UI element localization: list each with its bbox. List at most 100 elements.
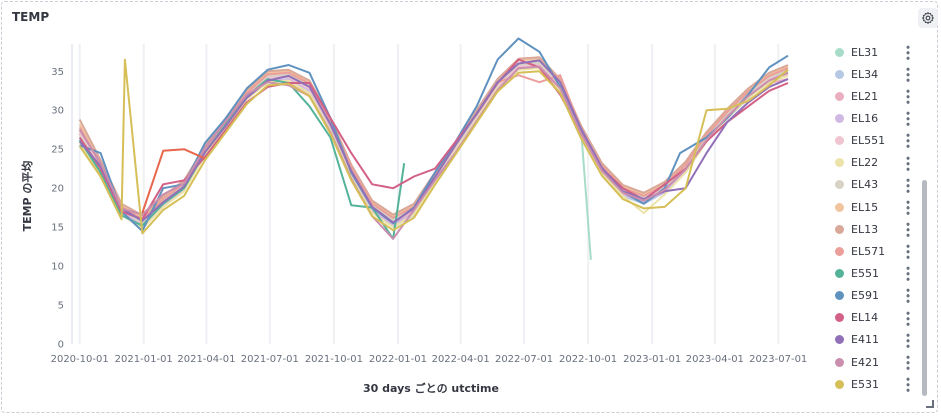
legend: EL31 ••• EL34 ••• EL21 ••• EL16 ••• EL551 ••• EL22… — [826, 34, 922, 402]
x-tick-label: 2021-04-01 — [177, 354, 235, 365]
series-line-el14[interactable] — [78, 58, 789, 221]
legend-label: E551 — [851, 267, 879, 280]
y-tick-label: 35 — [51, 67, 64, 78]
legend-menu-icon[interactable]: ••• — [901, 309, 914, 327]
legend-item-el34[interactable]: EL34 ••• — [826, 63, 916, 85]
legend-menu-icon[interactable]: ••• — [901, 376, 914, 393]
series-line-el21[interactable] — [78, 66, 789, 225]
y-tick-label: 10 — [51, 262, 64, 273]
legend-swatch — [835, 246, 844, 256]
legend-label: EL43 — [851, 178, 879, 192]
legend-swatch — [835, 136, 844, 146]
legend-item-e551[interactable]: E551 ••• — [826, 263, 916, 285]
legend-label: EL551 — [851, 134, 886, 148]
y-tick-label: 20 — [51, 184, 64, 195]
legend-menu-icon[interactable]: ••• — [901, 110, 914, 127]
y-tick-label: 5 — [58, 301, 64, 312]
legend-label: E591 — [851, 289, 879, 303]
legend-item-el15[interactable]: EL15 ••• — [826, 196, 916, 218]
legend-swatch — [835, 379, 844, 389]
x-tick-label: 2022-04-01 — [432, 354, 490, 365]
legend-menu-icon[interactable]: ••• — [901, 132, 914, 149]
x-tick-label: 2022-07-01 — [495, 354, 553, 365]
legend-menu-icon[interactable]: ••• — [901, 220, 914, 238]
legend-item-el571[interactable]: EL571 ••• — [826, 240, 916, 262]
legend-swatch — [835, 180, 844, 190]
legend-item-el21[interactable]: EL21 ••• — [826, 85, 916, 107]
legend-item-el14[interactable]: EL14 ••• — [826, 307, 916, 329]
y-tick-label: 0 — [58, 340, 64, 351]
legend-label: EL13 — [851, 222, 879, 236]
series-line-el16[interactable] — [78, 60, 789, 227]
legend-label: E421 — [851, 355, 879, 369]
legend-menu-icon[interactable]: ••• — [901, 154, 914, 171]
legend-item-el43[interactable]: EL43 ••• — [826, 174, 916, 196]
legend-menu-icon[interactable]: ••• — [901, 265, 914, 282]
legend-swatch — [835, 357, 844, 367]
legend-item-el13[interactable]: EL13 ••• — [826, 218, 916, 240]
x-tick-label: 2022-01-01 — [369, 354, 427, 365]
legend-swatch — [835, 291, 844, 301]
series-line-el31[interactable] — [78, 62, 592, 260]
grid — [78, 44, 780, 344]
legend-menu-icon[interactable]: ••• — [901, 88, 914, 105]
series-line-el571[interactable] — [78, 67, 789, 221]
y-tick-label: 25 — [51, 145, 64, 156]
legend-item-e531[interactable]: E531 ••• — [826, 373, 916, 395]
legend-item-e411[interactable]: E411 ••• — [826, 329, 916, 351]
legend-label: EL22 — [851, 156, 879, 170]
legend-label: E411 — [851, 333, 879, 347]
legend-menu-icon[interactable]: ••• — [901, 198, 914, 216]
legend-swatch — [835, 47, 844, 57]
legend-item-el22[interactable]: EL22 ••• — [826, 152, 916, 174]
x-tick-label: 2021-10-01 — [305, 354, 363, 365]
x-tick-label: 2021-01-01 — [115, 354, 173, 365]
legend-swatch — [835, 313, 844, 323]
x-axis: 2020-10-01 2021-01-01 2021-04-01 2021-07-01… — [51, 354, 808, 365]
series-line-el22[interactable] — [78, 67, 789, 230]
legend-menu-icon[interactable]: ••• — [901, 65, 914, 83]
series-line-el43[interactable] — [78, 61, 789, 224]
legend-item-el16[interactable]: EL16 ••• — [826, 107, 916, 129]
series-line-e421[interactable] — [78, 65, 789, 240]
series-line-e531[interactable] — [78, 58, 789, 235]
legend-swatch — [835, 202, 844, 212]
gear-icon — [922, 12, 934, 24]
series-line-extra-16[interactable] — [141, 148, 206, 214]
legend-item-el31[interactable]: EL31 ••• — [826, 41, 916, 63]
legend-item-el551[interactable]: EL551 ••• — [826, 130, 916, 152]
series-line-e591[interactable] — [79, 37, 789, 232]
legend-swatch — [835, 335, 844, 345]
legend-swatch — [835, 224, 844, 234]
x-tick-label: 2021-07-01 — [241, 354, 299, 365]
legend-item-e591[interactable]: E591 ••• — [826, 285, 916, 307]
legend-label: EL14 — [851, 311, 879, 325]
y-axis: 0 5 10 15 20 25 30 35 — [51, 44, 73, 351]
series-line-el551[interactable] — [78, 64, 789, 225]
x-axis-title: 30 days ごとの utctime — [363, 381, 499, 395]
legend-item-e421[interactable]: E421 ••• — [826, 351, 916, 373]
legend-label: EL16 — [851, 111, 879, 125]
legend-menu-icon[interactable]: ••• — [901, 176, 914, 194]
settings-button[interactable] — [918, 8, 938, 28]
series-line-el34[interactable] — [78, 58, 789, 230]
legend-scrollbar-thumb[interactable] — [922, 180, 927, 396]
x-tick-label: 2022-10-01 — [559, 354, 617, 365]
legend-label: EL571 — [851, 244, 886, 258]
resize-handle[interactable] — [926, 400, 934, 408]
x-tick-label: 2020-10-01 — [51, 354, 109, 365]
legend-label: EL15 — [851, 200, 879, 214]
legend-menu-icon[interactable]: ••• — [901, 353, 914, 371]
legend-menu-icon[interactable]: ••• — [901, 287, 914, 304]
legend-label: EL31 — [851, 45, 879, 59]
legend-menu-icon[interactable]: ••• — [901, 243, 914, 260]
legend-label: EL21 — [851, 89, 879, 103]
series-line-e411[interactable] — [78, 59, 789, 224]
y-tick-label: 15 — [51, 223, 64, 234]
legend-menu-icon[interactable]: ••• — [901, 331, 914, 349]
x-tick-label: 2023-04-01 — [686, 354, 744, 365]
panel-title: TEMP — [12, 10, 50, 24]
x-tick-label: 2023-01-01 — [623, 354, 681, 365]
legend-menu-icon[interactable]: ••• — [901, 43, 914, 61]
